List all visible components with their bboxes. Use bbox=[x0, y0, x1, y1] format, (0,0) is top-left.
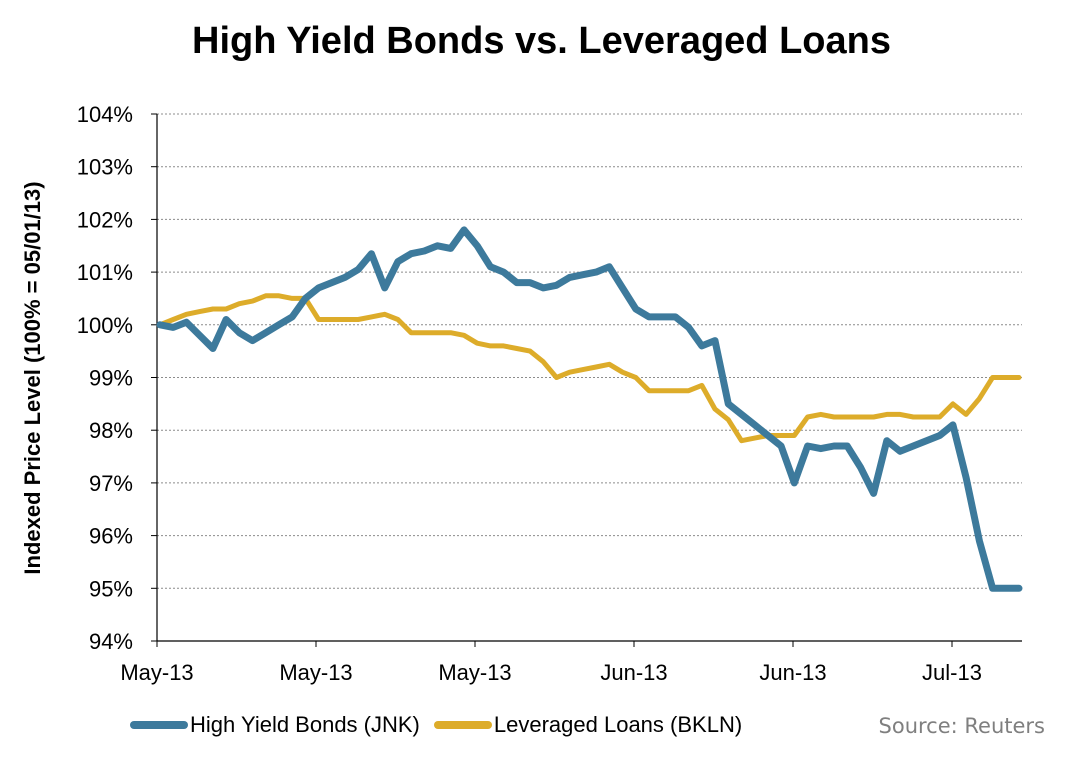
source-note: Source: Reuters bbox=[878, 714, 1045, 738]
y-tick-label: 96% bbox=[89, 524, 133, 549]
y-tick-label: 99% bbox=[89, 366, 133, 391]
y-tick-label: 104% bbox=[77, 102, 133, 127]
gridlines bbox=[157, 113, 1022, 589]
series-lines bbox=[156, 226, 1023, 592]
y-tick-label: 102% bbox=[77, 207, 133, 232]
y-tick-label: 98% bbox=[89, 418, 133, 443]
y-tick-label: 94% bbox=[89, 629, 133, 654]
legend-label-jnk: High Yield Bonds (JNK) bbox=[190, 712, 420, 737]
series-line-jnk bbox=[156, 226, 1023, 592]
x-tick-label: Jun-13 bbox=[600, 660, 667, 685]
x-tick-label: Jul-13 bbox=[922, 660, 982, 685]
y-tick-labels: 94% 95% 96% 97% 98% 99% 100% 101% 102% 103% 104% bbox=[77, 102, 133, 654]
chart-title: High Yield Bonds vs. Leveraged Loans bbox=[192, 20, 891, 62]
y-tick-label: 95% bbox=[89, 576, 133, 601]
legend-item-jnk: High Yield Bonds (JNK) bbox=[130, 712, 420, 738]
legend-label-bkln: Leveraged Loans (BKLN) bbox=[493, 712, 743, 737]
y-tick-label: 103% bbox=[77, 155, 133, 180]
y-axis-label: Indexed Price Level (100% = 05/01/13) bbox=[20, 181, 45, 574]
legend-swatch-jnk bbox=[130, 721, 188, 729]
x-tick-label: May-13 bbox=[438, 660, 511, 685]
legend-item-bkln: Leveraged Loans (BKLN) bbox=[433, 712, 743, 738]
axes bbox=[151, 113, 1022, 647]
y-tick-label: 101% bbox=[77, 260, 133, 285]
x-tick-label: Jun-13 bbox=[759, 660, 826, 685]
x-tick-labels: May-13 May-13 May-13 Jun-13 Jun-13 Jul-13 bbox=[120, 660, 982, 685]
x-tick-label: May-13 bbox=[120, 660, 193, 685]
x-tick-label: May-13 bbox=[279, 660, 352, 685]
legend-swatch-bkln bbox=[433, 721, 492, 729]
y-tick-label: 97% bbox=[89, 471, 133, 496]
y-tick-label: 100% bbox=[77, 313, 133, 338]
legend: High Yield Bonds (JNK) Leveraged Loans (… bbox=[130, 712, 756, 738]
